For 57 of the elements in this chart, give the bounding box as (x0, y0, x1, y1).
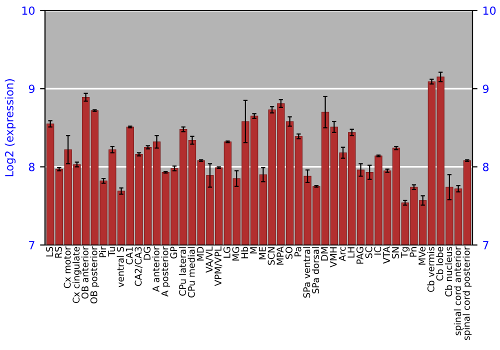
y-axis-title: Log2 (expression) (4, 79, 16, 176)
x-tick-label: Cx cingulate (72, 246, 82, 304)
x-tick-label: GP (170, 246, 178, 259)
x-tick-label: SPa ventral (303, 247, 310, 298)
x-tick-label: CA1 (126, 247, 133, 264)
x-tick-label: Cx motor (64, 246, 71, 288)
x-tick-label: VPM/VPL (214, 246, 222, 286)
y-tick-label: 9 (28, 84, 34, 94)
x-tick-label: Pir (99, 246, 106, 258)
x-tick-label: MPA (276, 246, 284, 265)
x-tick-label: OB anterior (81, 246, 88, 299)
x-tick-label: Pa (294, 247, 302, 256)
x-tick-label: VMH (330, 247, 337, 268)
x-tick-label: Cb nucleus (445, 246, 452, 296)
x-tick-label: SCN (268, 247, 275, 265)
x-tick-label: LS (46, 246, 53, 256)
x-tick-label: CA2/CA3 (134, 247, 142, 286)
x-tick-label: Cb vermis (427, 246, 434, 292)
x-tick-label: SN (392, 247, 399, 258)
x-tick-label: IC (374, 246, 382, 255)
x-tick-label: MVe (418, 246, 426, 265)
x-tick-label: RS (54, 246, 62, 258)
x-tick-label: MD (196, 246, 204, 260)
x-tick-label: SPa dorsal (312, 247, 320, 294)
x-tick-label: VTA (383, 246, 390, 264)
x-tick-label: spinal cord posterior (462, 246, 472, 340)
x-tick-label: DG (144, 247, 151, 260)
x-tick-label: Tg (400, 247, 410, 258)
x-tick-label: spinal cord anterior (454, 246, 463, 336)
x-tick-label: SC (365, 246, 372, 258)
y2-tick-label: 8 (482, 162, 489, 172)
x-tick-label: M (250, 247, 257, 254)
x-tick-label: ME (259, 246, 266, 260)
y-tick-label: 10 (22, 6, 35, 15)
x-tick-label: LH (348, 247, 354, 258)
x-tick-label: OB posterior (90, 246, 100, 304)
x-tick-label: Pn (410, 247, 416, 257)
x-tick-label: CPu lateral (178, 247, 186, 296)
y-tick-label: 8 (28, 162, 35, 172)
y2-tick-label: 10 (483, 6, 496, 15)
y2-tick-label: 9 (482, 84, 489, 94)
y-tick-label: 7 (29, 241, 34, 250)
x-tick-label: DM (321, 247, 328, 260)
x-tick-label: A posterior (161, 246, 170, 297)
x-tick-label: PAG (356, 247, 364, 264)
x-tick-label: A anterior (152, 246, 160, 292)
x-tick-label: CPu medial (188, 247, 195, 298)
x-tick-label: VA/VL (206, 246, 214, 273)
x-tick-label: SO (286, 246, 292, 259)
x-tick-label: Arc (338, 246, 346, 262)
x-tick-label: ventral S (116, 246, 124, 288)
x-tick-label: Hb (241, 246, 248, 258)
y2-tick-label: 7 (483, 241, 488, 250)
x-tick-label: LG (223, 247, 230, 258)
x-tick-label: Cb lobe (436, 246, 444, 281)
x-tick-label: Tu (108, 247, 116, 256)
x-tick-label: MG (232, 247, 240, 260)
